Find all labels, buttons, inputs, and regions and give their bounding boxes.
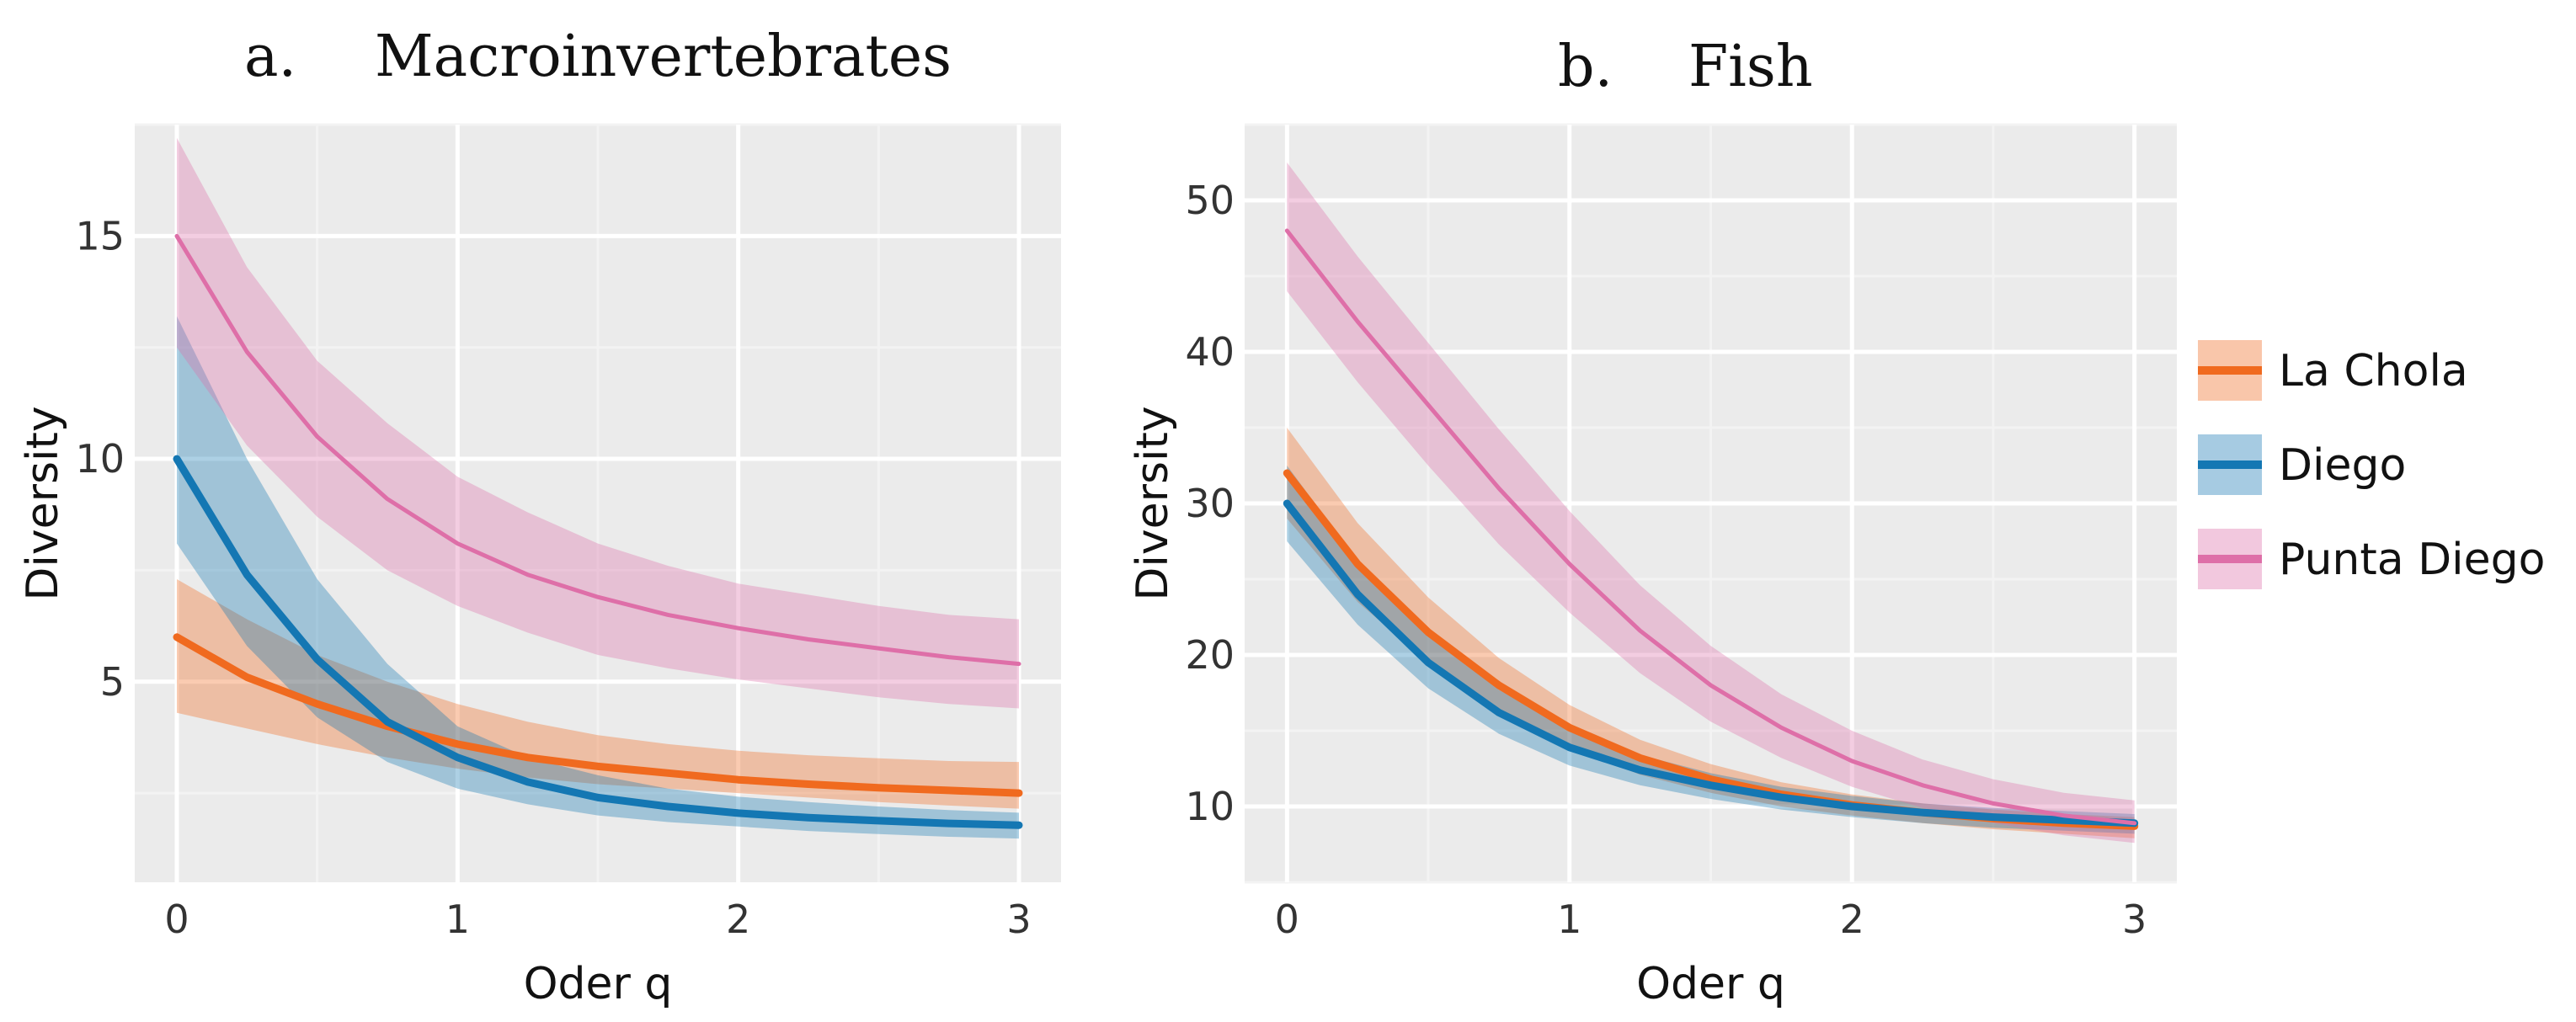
p0-line-la-chola (173, 633, 1023, 797)
p0-y-axis-title: Diversity (18, 406, 68, 600)
p0-ribbon-punta-diego (177, 137, 1019, 709)
p1-y-tick-label: 30 (1185, 481, 1235, 526)
p0-x-tick-label: 3 (1006, 897, 1031, 942)
p1-x-tick-label: 3 (2122, 897, 2147, 942)
legend-label-punta-diego: Punta Diego (2279, 535, 2545, 585)
legend-label-la-chola: La Chola (2279, 346, 2468, 397)
p1-y-axis-title: Diversity (1128, 406, 1178, 600)
p0-ribbon-la-chola (177, 579, 1019, 809)
p1-y-tick-label: 20 (1185, 632, 1235, 678)
p1-line-diego (1283, 499, 2139, 828)
panel-b-letter: b. (1558, 34, 1613, 100)
p1-x-axis-title: Oder q (1636, 959, 1785, 1009)
p0-y-tick-label: 10 (75, 436, 125, 482)
p1-ribbon-la-chola (1287, 428, 2135, 838)
p1-x-tick-label: 0 (1275, 897, 1299, 942)
p0-line-punta-diego (174, 233, 1021, 667)
p0-x-tick-label: 1 (445, 897, 470, 942)
panel-a-letter: a. (244, 24, 296, 90)
p1-y-tick-label: 40 (1185, 329, 1235, 375)
panel-b-title: Fish (1688, 34, 1813, 100)
p0-x-tick-label: 2 (726, 897, 750, 942)
p1-x-tick-label: 2 (1840, 897, 1864, 942)
p0-y-tick-label: 15 (75, 213, 125, 258)
p0-y-tick-label: 5 (100, 659, 125, 705)
p0-ribbon-diego (177, 316, 1019, 839)
p0-line-diego (173, 455, 1023, 829)
p1-y-tick-label: 10 (1185, 784, 1235, 829)
panel-b: 10 20 30 40 50 0 1 2 3 Oder q Diversity (1128, 123, 2177, 1009)
p0-x-axis-title: Oder q (524, 959, 673, 1009)
p1-ribbon-punta-diego (1287, 162, 2135, 844)
panel-a-title: Macroinvertebrates (375, 24, 952, 90)
legend-label-diego: Diego (2279, 440, 2406, 491)
p1-x-tick-label: 1 (1557, 897, 1581, 942)
p1-line-punta-diego (1284, 228, 2137, 826)
legend: La Chola Diego Punta Diego (2198, 340, 2545, 589)
p0-x-tick-label: 0 (164, 897, 189, 942)
panel-a: 5 10 15 0 1 2 3 Oder q Diversity (18, 123, 1061, 1009)
p1-y-tick-label: 50 (1185, 178, 1235, 223)
